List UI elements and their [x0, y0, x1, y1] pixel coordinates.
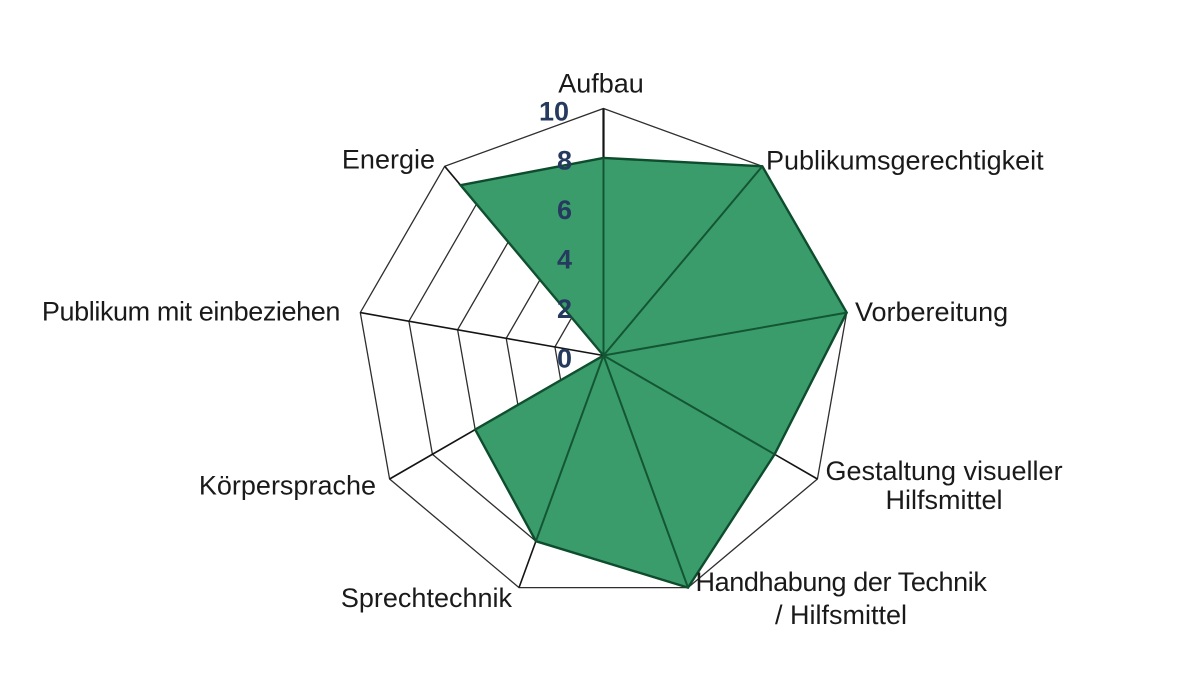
svg-text:Energie: Energie	[342, 145, 435, 175]
svg-text:Publikumsgerechtigkeit: Publikumsgerechtigkeit	[766, 146, 1044, 176]
svg-text:Handhabung der Technik: Handhabung der Technik	[696, 567, 988, 597]
svg-text:Sprechtechnik: Sprechtechnik	[341, 583, 513, 613]
svg-text:8: 8	[557, 146, 572, 176]
svg-text:Publikum mit einbeziehen: Publikum mit einbeziehen	[42, 297, 340, 327]
svg-text:4: 4	[557, 245, 572, 275]
svg-text:Körpersprache: Körpersprache	[199, 471, 376, 501]
svg-text:/ Hilfsmittel: / Hilfsmittel	[775, 600, 907, 630]
svg-text:Gestaltung visueller: Gestaltung visueller	[825, 456, 1062, 486]
svg-text:0: 0	[557, 343, 572, 373]
svg-text:Aufbau: Aufbau	[558, 69, 644, 99]
svg-text:Vorbereitung: Vorbereitung	[855, 297, 1008, 327]
svg-text:6: 6	[557, 195, 572, 225]
svg-text:2: 2	[557, 294, 572, 324]
svg-text:Hilfsmittel: Hilfsmittel	[885, 485, 1002, 515]
svg-text:10: 10	[539, 96, 569, 126]
